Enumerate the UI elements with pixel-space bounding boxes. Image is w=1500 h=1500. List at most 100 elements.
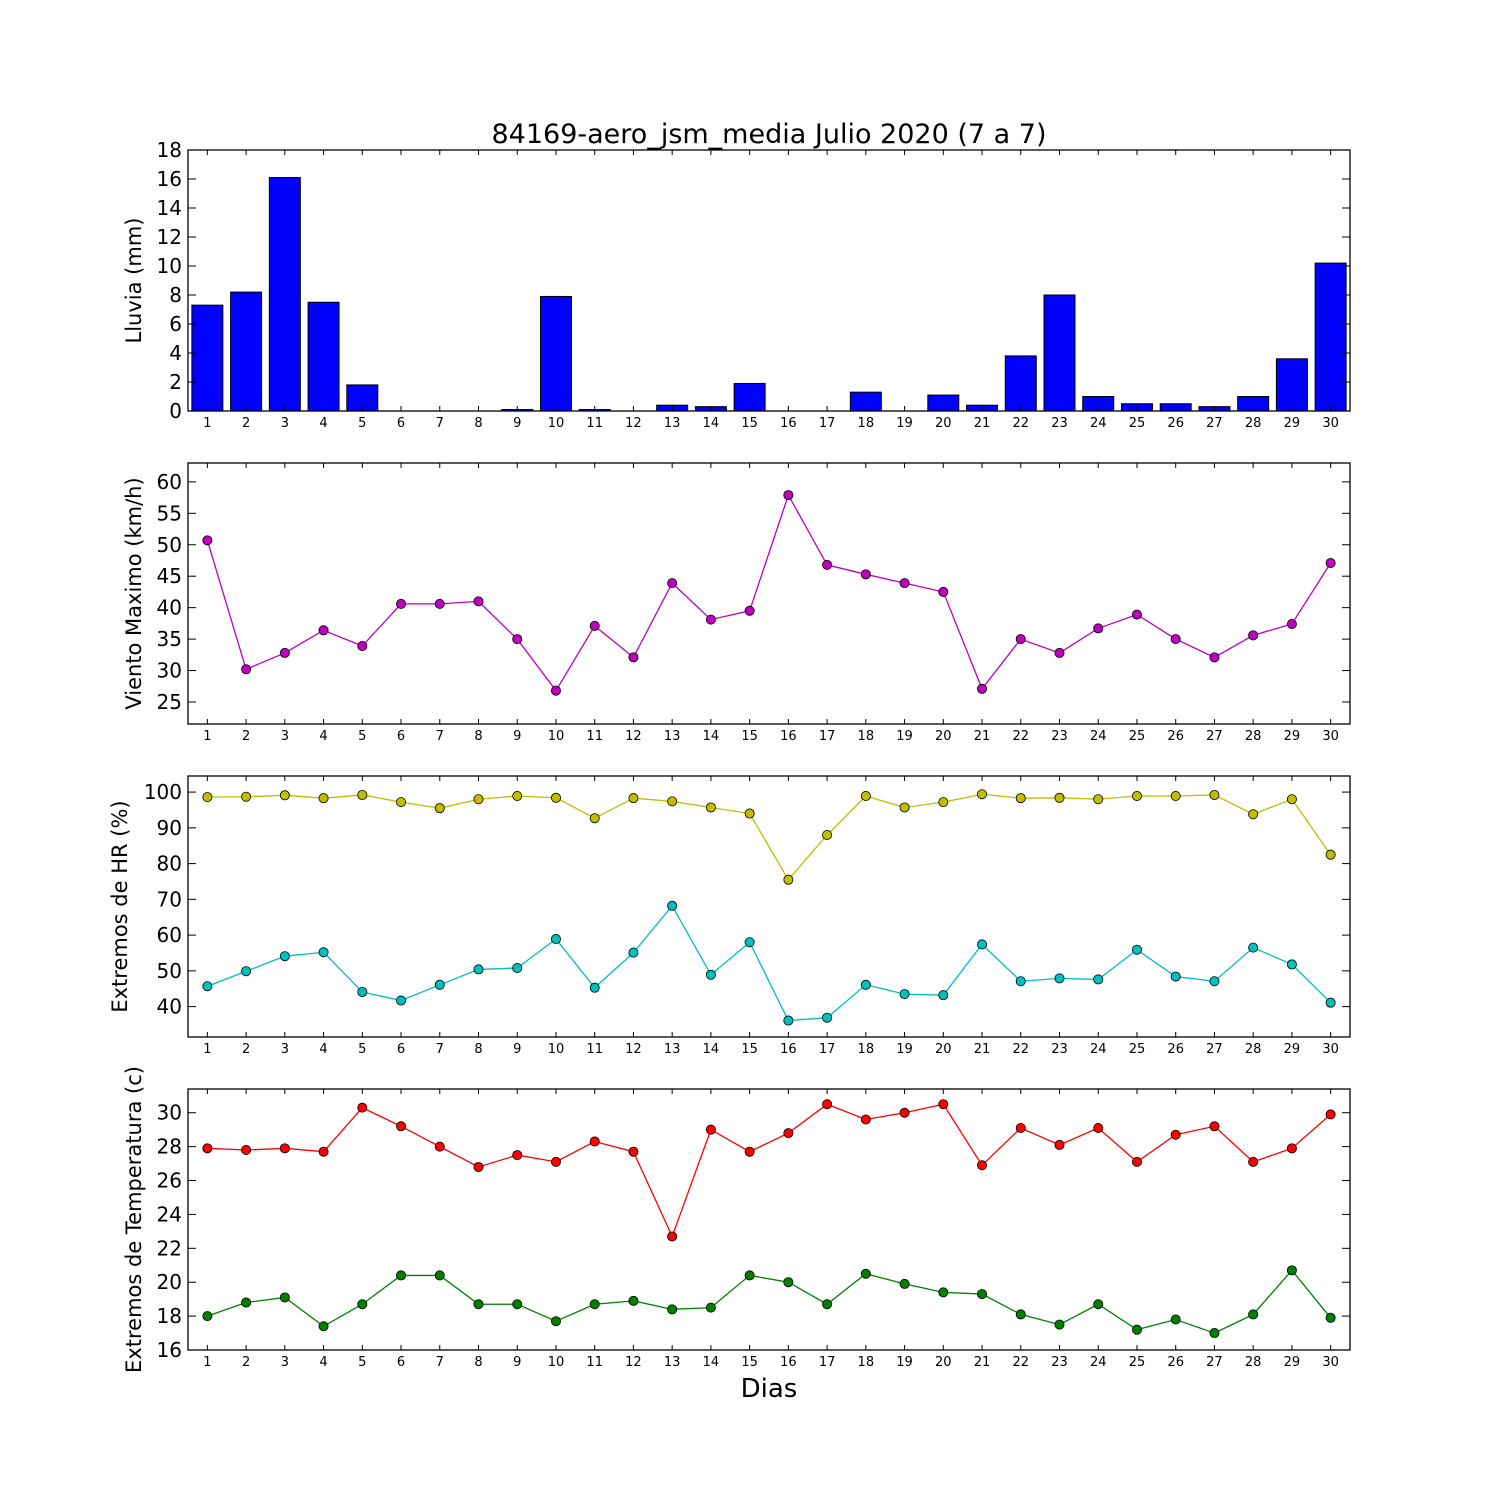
- point-day-24: [1093, 794, 1104, 805]
- point-day-13: [667, 578, 678, 589]
- point-day-17: [822, 559, 833, 570]
- point-day-21: [977, 789, 988, 800]
- chart-panel-4: 1 2 3 4 5 6 7 8 9 10 11 12 13 14 15 16 17 18 19 20 21 22 23 24 2…: [122, 1066, 1351, 1373]
- y-axis-title: Viento Maximo (km/h): [122, 477, 146, 709]
- x-tick-label: 21: [974, 416, 991, 431]
- bar-day-22: [1004, 355, 1037, 412]
- x-tick-label: 10: [548, 729, 565, 744]
- point-day-21: [977, 683, 988, 694]
- x-tick-label: 7: [436, 1042, 444, 1057]
- series-line: [207, 1103, 1332, 1239]
- x-tick-label: 11: [586, 729, 603, 744]
- point-day-4: [318, 1146, 329, 1157]
- plot-area: [187, 1088, 1351, 1351]
- point-day-21: [977, 939, 988, 950]
- x-tick-label: 22: [1012, 729, 1029, 744]
- x-tick-label: 2: [242, 1042, 250, 1057]
- point-day-6: [396, 995, 407, 1006]
- point-day-9: [512, 1299, 523, 1310]
- x-tick-label: 1: [203, 729, 211, 744]
- x-tick-label: 10: [548, 416, 565, 431]
- point-day-1: [202, 1143, 213, 1154]
- x-tick-label: 17: [819, 416, 836, 431]
- y-tick-label: 40: [157, 995, 182, 1019]
- x-tick-label: 30: [1322, 729, 1339, 744]
- x-tick-label: 3: [281, 1355, 289, 1370]
- point-day-8: [473, 964, 484, 975]
- x-tick-label: 20: [935, 729, 952, 744]
- point-day-1: [202, 535, 213, 546]
- x-tick-label: 22: [1012, 1042, 1029, 1057]
- point-day-11: [589, 620, 600, 631]
- x-tick-label: 12: [625, 1355, 642, 1370]
- y-tick-label: 24: [157, 1202, 182, 1226]
- point-day-16: [783, 874, 794, 885]
- point-day-15: [744, 605, 755, 616]
- x-tick-label: 2: [242, 729, 250, 744]
- x-tick-label: 15: [741, 416, 758, 431]
- y-tick-label: 28: [157, 1135, 182, 1159]
- point-day-14: [705, 1124, 716, 1135]
- y-tick-label: 30: [157, 1101, 182, 1125]
- series-2: [202, 900, 1336, 1026]
- bar-day-29: [1275, 358, 1308, 412]
- point-day-28: [1248, 1309, 1259, 1320]
- point-day-25: [1131, 609, 1142, 620]
- point-day-8: [473, 794, 484, 805]
- y-tick-label: 26: [157, 1169, 182, 1193]
- point-day-15: [744, 1270, 755, 1281]
- x-tick-label: 26: [1167, 1042, 1184, 1057]
- x-tick-label: 24: [1090, 729, 1107, 744]
- x-tick-label: 20: [935, 1355, 952, 1370]
- point-day-28: [1248, 1156, 1259, 1167]
- point-day-16: [783, 1128, 794, 1139]
- point-day-16: [783, 1277, 794, 1288]
- point-day-11: [589, 1299, 600, 1310]
- point-day-6: [396, 1270, 407, 1281]
- series-1: [202, 1099, 1336, 1242]
- point-day-3: [279, 1292, 290, 1303]
- x-tick-label: 17: [819, 1355, 836, 1370]
- x-tick-label: 6: [397, 416, 405, 431]
- x-tick-label: 24: [1090, 1355, 1107, 1370]
- point-day-9: [512, 1150, 523, 1161]
- point-day-20: [938, 797, 949, 808]
- x-tick-label: 13: [664, 729, 681, 744]
- x-tick-label: 23: [1051, 1355, 1068, 1370]
- x-tick-label: 14: [703, 729, 720, 744]
- y-tick-label: 30: [157, 659, 182, 683]
- x-tick-label: 6: [397, 1042, 405, 1057]
- point-day-23: [1054, 1319, 1065, 1330]
- point-day-6: [396, 797, 407, 808]
- point-day-20: [938, 1099, 949, 1110]
- x-tick-label: 16: [780, 416, 797, 431]
- series-1: [202, 490, 1336, 696]
- point-day-10: [550, 1156, 561, 1167]
- x-tick-label: 9: [513, 1355, 521, 1370]
- x-tick-label: 28: [1245, 416, 1262, 431]
- point-day-12: [628, 947, 639, 958]
- y-axis-title: Extremos de Temperatura (c): [122, 1066, 146, 1373]
- point-day-19: [899, 1278, 910, 1289]
- x-tick-label: 23: [1051, 729, 1068, 744]
- point-day-8: [473, 596, 484, 607]
- x-tick-label: 27: [1206, 416, 1223, 431]
- x-tick-label: 22: [1012, 416, 1029, 431]
- x-tick-label: 13: [664, 1042, 681, 1057]
- x-tick-label: 30: [1322, 1355, 1339, 1370]
- point-day-2: [241, 966, 252, 977]
- point-day-23: [1054, 973, 1065, 984]
- y-tick-label: 16: [157, 167, 182, 191]
- point-day-29: [1286, 1143, 1297, 1154]
- chart-panel-2: 1 2 3 4 5 6 7 8 9 10 11 12 13 14 15 16 17 18 19 20 21 22 23 24 2…: [122, 462, 1351, 744]
- y-tick-label: 90: [157, 816, 182, 840]
- x-tick-label: 18: [858, 1042, 875, 1057]
- point-day-26: [1170, 634, 1181, 645]
- point-day-27: [1209, 652, 1220, 663]
- point-day-28: [1248, 809, 1259, 820]
- y-tick-label: 0: [169, 399, 182, 423]
- bar-day-3: [268, 177, 301, 412]
- point-day-8: [473, 1299, 484, 1310]
- x-tick-label: 7: [436, 1355, 444, 1370]
- x-tick-label: 8: [474, 416, 482, 431]
